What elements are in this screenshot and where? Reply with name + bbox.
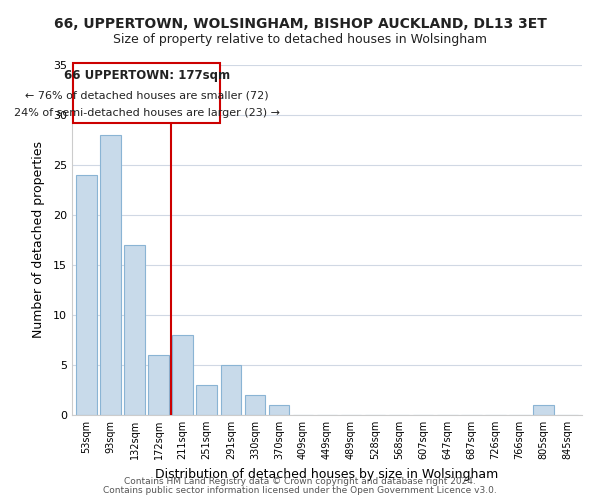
Bar xyxy=(196,385,217,415)
Text: ← 76% of detached houses are smaller (72): ← 76% of detached houses are smaller (72… xyxy=(25,90,268,100)
Text: Size of property relative to detached houses in Wolsingham: Size of property relative to detached ho… xyxy=(113,32,487,46)
Text: 66, UPPERTOWN, WOLSINGHAM, BISHOP AUCKLAND, DL13 3ET: 66, UPPERTOWN, WOLSINGHAM, BISHOP AUCKLA… xyxy=(53,18,547,32)
Bar xyxy=(124,245,145,415)
Text: Contains public sector information licensed under the Open Government Licence v3: Contains public sector information licen… xyxy=(103,486,497,495)
Bar xyxy=(76,175,97,415)
Text: 24% of semi-detached houses are larger (23) →: 24% of semi-detached houses are larger (… xyxy=(14,108,280,118)
Text: Contains HM Land Registry data © Crown copyright and database right 2024.: Contains HM Land Registry data © Crown c… xyxy=(124,477,476,486)
Bar xyxy=(148,355,169,415)
FancyBboxPatch shape xyxy=(73,63,220,123)
Bar xyxy=(533,405,554,415)
Bar xyxy=(269,405,289,415)
X-axis label: Distribution of detached houses by size in Wolsingham: Distribution of detached houses by size … xyxy=(155,468,499,480)
Bar xyxy=(245,395,265,415)
Text: 66 UPPERTOWN: 177sqm: 66 UPPERTOWN: 177sqm xyxy=(64,70,230,82)
Y-axis label: Number of detached properties: Number of detached properties xyxy=(32,142,44,338)
Bar xyxy=(172,335,193,415)
Bar xyxy=(100,135,121,415)
Bar xyxy=(221,365,241,415)
